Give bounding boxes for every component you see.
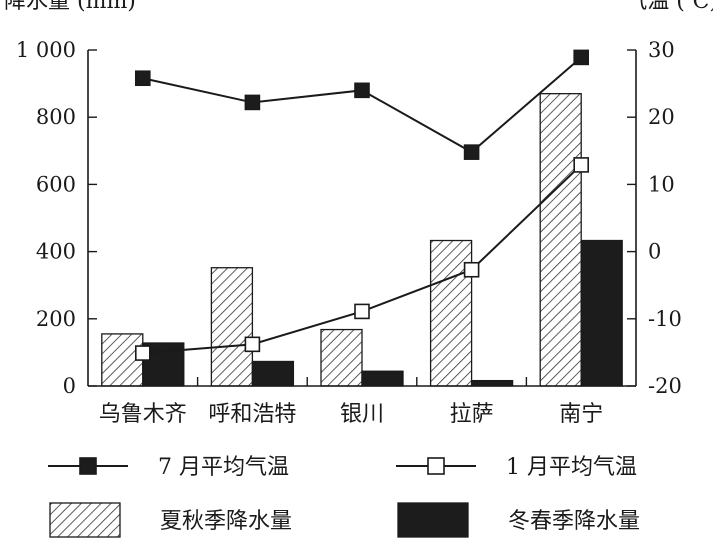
legend-winter-spring-swatch <box>398 503 468 537</box>
line-layer <box>136 50 588 360</box>
left-tick-label-0: 0 <box>63 374 76 398</box>
summer-autumn-bar-4 <box>540 94 581 386</box>
category-label-3: 拉萨 <box>450 402 494 427</box>
legend-january-label: 1 月平均气温 <box>506 455 637 480</box>
left-tick-label-3: 600 <box>36 172 76 196</box>
left-tick-label-5: 1 000 <box>16 38 76 62</box>
legend-summer-autumn-swatch <box>50 503 120 537</box>
january-temperature-point-4 <box>574 158 588 172</box>
january-temperature-point-3 <box>465 263 479 277</box>
right-axis-title: 气温 (℃) <box>625 0 713 14</box>
category-label-1: 呼和浩特 <box>208 402 296 427</box>
legend-summer-autumn-label: 夏秋季降水量 <box>160 509 292 534</box>
january-temperature-point-2 <box>355 304 369 318</box>
july-temperature-point-4 <box>574 50 588 64</box>
january-temperature-point-1 <box>245 337 259 351</box>
july-temperature-line <box>143 57 581 152</box>
left-tick-label-2: 400 <box>36 240 76 264</box>
category-label-layer: 乌鲁木齐 呼和浩特 银川 拉萨 南宁 <box>99 402 603 427</box>
category-label-2: 银川 <box>340 402 384 427</box>
legend-winter-spring-label: 冬春季降水量 <box>508 509 640 534</box>
winter-spring-bar-1 <box>252 361 293 386</box>
legend-july-label: 7 月平均气温 <box>158 455 289 480</box>
winter-spring-bar-4 <box>581 241 622 386</box>
category-label-0: 乌鲁木齐 <box>99 402 187 427</box>
bar-layer <box>102 94 622 386</box>
left-axis-title: 降水量 (mm) <box>4 0 136 14</box>
right-tick-label-0: -20 <box>648 374 682 398</box>
january-temperature-line <box>143 165 581 353</box>
january-temperature-point-0 <box>136 346 150 360</box>
right-tick-label-4: 20 <box>648 105 675 129</box>
winter-spring-bar-2 <box>362 371 403 386</box>
left-tick-label-1: 200 <box>36 307 76 331</box>
winter-spring-bar-3 <box>472 381 513 386</box>
legend-january-marker <box>428 458 444 474</box>
left-tick-label-4: 800 <box>36 105 76 129</box>
right-tick-label-5: 30 <box>648 38 675 62</box>
summer-autumn-bar-1 <box>211 268 252 386</box>
category-label-4: 南宁 <box>559 402 603 427</box>
summer-autumn-bar-2 <box>321 330 362 386</box>
legend-july-marker <box>80 458 96 474</box>
july-temperature-point-1 <box>245 95 259 109</box>
right-tick-label-2: 0 <box>648 240 661 264</box>
july-temperature-point-0 <box>136 71 150 85</box>
right-tick-label-1: -10 <box>648 307 682 331</box>
right-tick-label-3: 10 <box>648 172 675 196</box>
july-temperature-point-2 <box>355 83 369 97</box>
july-temperature-point-3 <box>465 145 479 159</box>
